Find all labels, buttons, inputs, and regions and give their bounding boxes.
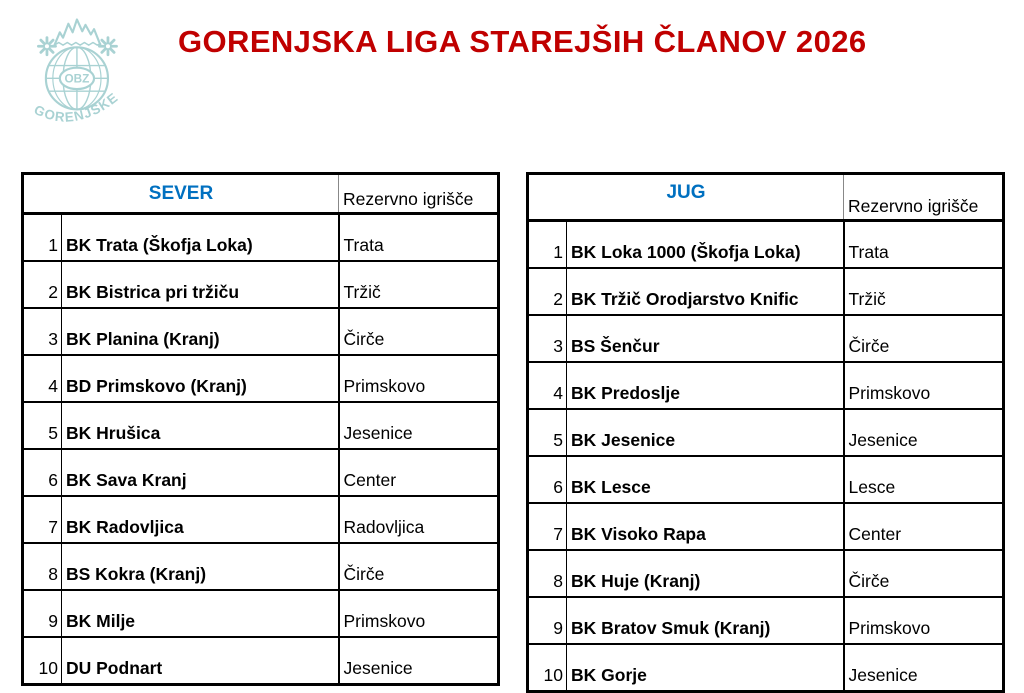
- club-name-cell: BK Predoslje: [566, 362, 845, 409]
- table-row: 4 BK Predoslje Primskovo: [527, 362, 1004, 409]
- table-row: 7 BK Radovljica Radovljica: [22, 496, 499, 543]
- rank-cell: 6: [22, 449, 62, 496]
- group-title-jug: JUG: [666, 182, 706, 203]
- rank-cell: 5: [22, 402, 62, 449]
- club-name-cell: BK Milje: [61, 590, 340, 637]
- rank-cell: 9: [22, 590, 62, 637]
- club-name-cell: BS Kokra (Kranj): [61, 543, 340, 590]
- club-name-cell: BK Sava Kranj: [61, 449, 340, 496]
- rank-cell: 4: [22, 355, 62, 402]
- rank-cell: 3: [527, 315, 567, 362]
- rank-cell: 2: [22, 261, 62, 308]
- reserve-venue-cell: Trata: [343, 235, 384, 255]
- table-row: 1 BK Loka 1000 (Škofja Loka) Trata: [527, 220, 1004, 268]
- table-row: 4 BD Primskovo (Kranj) Primskovo: [22, 355, 499, 402]
- logo-center-oval: [58, 66, 96, 91]
- table-row: 5 BK Jesenice Jesenice: [527, 409, 1004, 456]
- table-row: 7 BK Visoko Rapa Center: [527, 503, 1004, 550]
- club-name-cell: BK Bistrica pri tržiču: [61, 261, 340, 308]
- club-name-cell: BK Radovljica: [61, 496, 340, 543]
- reserve-venue-cell: Primskovo: [343, 611, 426, 631]
- reserve-venue-cell: Čirče: [848, 336, 890, 356]
- reserve-venue-cell: Jesenice: [848, 430, 918, 450]
- rank-cell: 5: [527, 409, 567, 456]
- table-row: 9 BK Milje Primskovo: [22, 590, 499, 637]
- reserve-venue-cell: Čirče: [343, 329, 385, 349]
- club-name-cell: BK Loka 1000 (Škofja Loka): [566, 220, 845, 268]
- table-section-sever: SEVER Rezervno igrišče 1 BK Trata (Škofja…: [21, 172, 500, 686]
- club-name-cell: BK Lesce: [566, 456, 845, 503]
- edelweiss-flower-icon: [98, 36, 118, 57]
- rank-cell: 4: [527, 362, 567, 409]
- table-row: 5 BK Hrušica Jesenice: [22, 402, 499, 449]
- rank-cell: 7: [527, 503, 567, 550]
- rank-cell: 8: [22, 543, 62, 590]
- rank-cell: 7: [22, 496, 62, 543]
- page-title: GORENJSKA LIGA STAREJŠIH ČLANOV 2026: [178, 24, 867, 59]
- table-header-row: SEVER Rezervno igrišče: [22, 173, 499, 214]
- rank-cell: 6: [527, 456, 567, 503]
- club-name-cell: BK Visoko Rapa: [566, 503, 845, 550]
- mountains-icon: [53, 18, 102, 47]
- table-row: 2 BK Bistrica pri tržiču Tržič: [22, 261, 499, 308]
- logo-center-text: OBZ: [65, 73, 90, 86]
- obz-gorenjske-logo-icon: OBZ GORENJSKE: [32, 18, 120, 125]
- club-name-cell: BK Huje (Kranj): [566, 550, 845, 597]
- reserve-venue-cell: Jesenice: [343, 658, 413, 678]
- rank-cell: 3: [22, 308, 62, 355]
- rank-cell: 2: [527, 268, 567, 315]
- table-row: 6 BK Sava Kranj Center: [22, 449, 499, 496]
- league-table-sever: SEVER Rezervno igrišče 1 BK Trata (Škofja…: [21, 172, 500, 686]
- rank-cell: 8: [527, 550, 567, 597]
- reserve-venue-cell: Trata: [848, 242, 889, 262]
- reserve-venue-cell: Čirče: [343, 564, 385, 584]
- club-name-cell: DU Podnart: [61, 637, 340, 685]
- club-name-cell: BK Jesenice: [566, 409, 845, 456]
- table-row: 6 BK Lesce Lesce: [527, 456, 1004, 503]
- reserve-venue-cell: Center: [848, 524, 902, 544]
- reserve-venue-cell: Center: [343, 470, 397, 490]
- reserve-column-header: Rezervno igrišče: [338, 173, 499, 214]
- club-name-cell: BD Primskovo (Kranj): [61, 355, 340, 402]
- table-row: 10 BK Gorje Jesenice: [527, 644, 1004, 692]
- club-name-cell: BK Gorje: [566, 644, 845, 692]
- reserve-venue-cell: Primskovo: [343, 376, 426, 396]
- rank-cell: 1: [22, 213, 62, 261]
- club-name-cell: BK Tržič Orodjarstvo Knific: [566, 268, 845, 315]
- table-row: 1 BK Trata (Škofja Loka) Trata: [22, 213, 499, 261]
- table-row: 9 BK Bratov Smuk (Kranj) Primskovo: [527, 597, 1004, 644]
- group-title-sever: SEVER: [148, 182, 214, 204]
- club-name-cell: BK Hrušica: [61, 402, 340, 449]
- club-name-cell: BS Šenčur: [566, 315, 845, 362]
- club-name-cell: BK Planina (Kranj): [61, 308, 340, 355]
- club-name-cell: BK Trata (Škofja Loka): [61, 213, 340, 261]
- table-header-row: JUG Rezervno igrišče: [527, 173, 1004, 221]
- table-row: 3 BS Šenčur Čirče: [527, 315, 1004, 362]
- reserve-venue-cell: Lesce: [848, 477, 896, 497]
- rank-cell: 9: [527, 597, 567, 644]
- rank-cell: 1: [527, 220, 567, 268]
- rank-cell: 10: [527, 644, 567, 692]
- reserve-venue-cell: Radovljica: [343, 517, 425, 537]
- table-section-jug: JUG Rezervno igrišče 1 BK Loka 1000 (Škof…: [526, 172, 1005, 693]
- table-row: 8 BK Huje (Kranj) Čirče: [527, 550, 1004, 597]
- reserve-venue-cell: Tržič: [848, 289, 886, 309]
- table-row: 3 BK Planina (Kranj) Čirče: [22, 308, 499, 355]
- reserve-venue-cell: Primskovo: [848, 383, 931, 403]
- reserve-venue-cell: Tržič: [343, 282, 381, 302]
- table-row: 8 BS Kokra (Kranj) Čirče: [22, 543, 499, 590]
- table-row: 2 BK Tržič Orodjarstvo Knific Tržič: [527, 268, 1004, 315]
- reserve-venue-cell: Čirče: [848, 571, 890, 591]
- league-table-jug: JUG Rezervno igrišče 1 BK Loka 1000 (Škof…: [526, 172, 1005, 693]
- table-row: 10 DU Podnart Jesenice: [22, 637, 499, 685]
- club-name-cell: BK Bratov Smuk (Kranj): [566, 597, 845, 644]
- rank-cell: 10: [22, 637, 62, 685]
- reserve-column-header: Rezervno igrišče: [843, 173, 1004, 221]
- obz-gorenjske-logo: OBZ GORENJSKE: [24, 12, 132, 134]
- reserve-venue-cell: Primskovo: [848, 618, 931, 638]
- edelweiss-flower-icon: [37, 36, 57, 57]
- reserve-venue-cell: Jesenice: [848, 665, 918, 685]
- reserve-venue-cell: Jesenice: [343, 423, 413, 443]
